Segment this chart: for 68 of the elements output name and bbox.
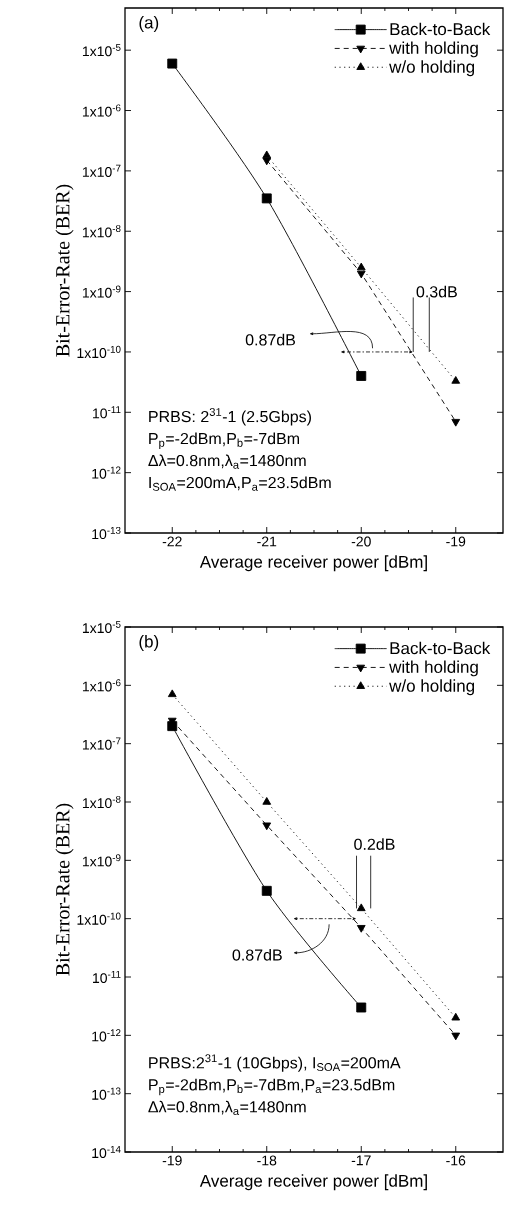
y-tick-label: 1x10$^{-10}$ bbox=[77, 912, 121, 925]
x-axis-title: Average receiver power [dBm] bbox=[199, 1174, 427, 1191]
point bbox=[451, 1012, 461, 1021]
x-tick-label: -19 bbox=[446, 536, 466, 547]
y-tick-label: 1x10$^{-6}$ bbox=[82, 104, 121, 117]
y-tick-label: 1x10$^{-9}$ bbox=[82, 854, 121, 867]
y-tick-label: 10$^{-13}$ bbox=[92, 1087, 121, 1100]
y-axis-title: Bit-Error-Rate (BER) bbox=[55, 184, 74, 357]
point bbox=[262, 822, 272, 831]
point bbox=[262, 157, 272, 166]
legend-label: w/o holding bbox=[389, 60, 475, 77]
y-tick-label: 1x10$^{-5}$ bbox=[82, 44, 121, 57]
annotation: (b) bbox=[139, 635, 159, 651]
legend-label: with holding bbox=[389, 41, 478, 58]
legend-label: with holding bbox=[389, 660, 478, 677]
x-tick-label: -16 bbox=[446, 1155, 466, 1166]
annotation: P$_{p}$=-2dBm,P$_{b}$=-7dBm,P$_{a}$=23.5dBm bbox=[149, 1078, 395, 1096]
point bbox=[356, 1002, 367, 1013]
annotation: 0.3dB bbox=[416, 285, 457, 298]
x-tick-label: -19 bbox=[162, 1155, 182, 1166]
annotation: I$_{SOA}$=200mA,P$_{a}$=23.5dBm bbox=[149, 476, 331, 491]
legend-label: w/o holding bbox=[389, 679, 475, 696]
x-tick-label: -20 bbox=[351, 536, 371, 547]
point bbox=[167, 689, 177, 698]
point bbox=[262, 797, 272, 805]
point bbox=[356, 270, 366, 279]
x-tick-label: -18 bbox=[257, 1155, 277, 1166]
point bbox=[356, 371, 367, 381]
y-tick-label: 1x10$^{-8}$ bbox=[82, 795, 121, 809]
y-tick-label: 1x10$^{-7}$ bbox=[82, 737, 121, 750]
y-tick-label: 10$^{-12}$ bbox=[92, 1029, 121, 1042]
annotation: PRBS:2$^{31}$-1 (10Gbps), I$_{SOA}$=200mA bbox=[149, 1054, 401, 1072]
annotation: 0.2dB bbox=[354, 838, 395, 850]
point bbox=[451, 1032, 461, 1041]
y-tick-label: 10$^{-11}$ bbox=[93, 970, 121, 984]
y-tick-label: 10$^{-12}$ bbox=[92, 466, 121, 479]
annotation: Δλ=0.8nm,λ$_{a}$=1480nm bbox=[148, 454, 306, 469]
x-axis-title: Average receiver power [dBm] bbox=[199, 555, 427, 572]
y-tick-label: 1x10$^{-10}$ bbox=[77, 345, 121, 359]
y-tick-label: 1x10$^{-5}$ bbox=[82, 620, 121, 634]
annotation: P$_{p}$=-2dBm,P$_{b}$=-7dBm bbox=[149, 432, 299, 450]
point bbox=[261, 193, 272, 204]
annotation: Δλ=0.8nm,λ$_{a}$=1480nm bbox=[148, 1100, 306, 1116]
y-tick-label: 1x10$^{-8}$ bbox=[82, 225, 121, 238]
annotation: PRBS: 2$^{31}$-1 (2.5Gbps) bbox=[149, 408, 311, 426]
y-tick-label: 1x10$^{-7}$ bbox=[82, 164, 121, 177]
point bbox=[167, 58, 178, 69]
x-tick-label: -22 bbox=[162, 536, 182, 547]
point bbox=[261, 885, 272, 896]
legend-label: Back-to-Back bbox=[390, 641, 491, 655]
annotation: 0.87dB bbox=[232, 948, 282, 961]
point bbox=[451, 418, 461, 427]
x-tick-label: -21 bbox=[257, 536, 277, 547]
y-axis-title: Bit-Error-Rate (BER) bbox=[55, 803, 74, 976]
point bbox=[262, 150, 272, 159]
point bbox=[356, 262, 366, 271]
y-tick-label: 10$^{-11}$ bbox=[93, 406, 121, 419]
y-tick-label: 10$^{-14}$ bbox=[92, 1145, 121, 1159]
y-tick-label: 1x10$^{-6}$ bbox=[82, 679, 121, 692]
point bbox=[356, 925, 366, 933]
legend-label: Back-to-Back bbox=[390, 22, 491, 36]
x-tick-label: -17 bbox=[351, 1155, 371, 1166]
point bbox=[356, 903, 366, 912]
y-tick-label: 1x10$^{-9}$ bbox=[82, 285, 121, 298]
point bbox=[451, 376, 461, 384]
annotation: 0.87dB bbox=[245, 333, 296, 346]
y-tick-label: 10$^{-13}$ bbox=[92, 526, 121, 540]
annotation: (a) bbox=[139, 16, 159, 32]
